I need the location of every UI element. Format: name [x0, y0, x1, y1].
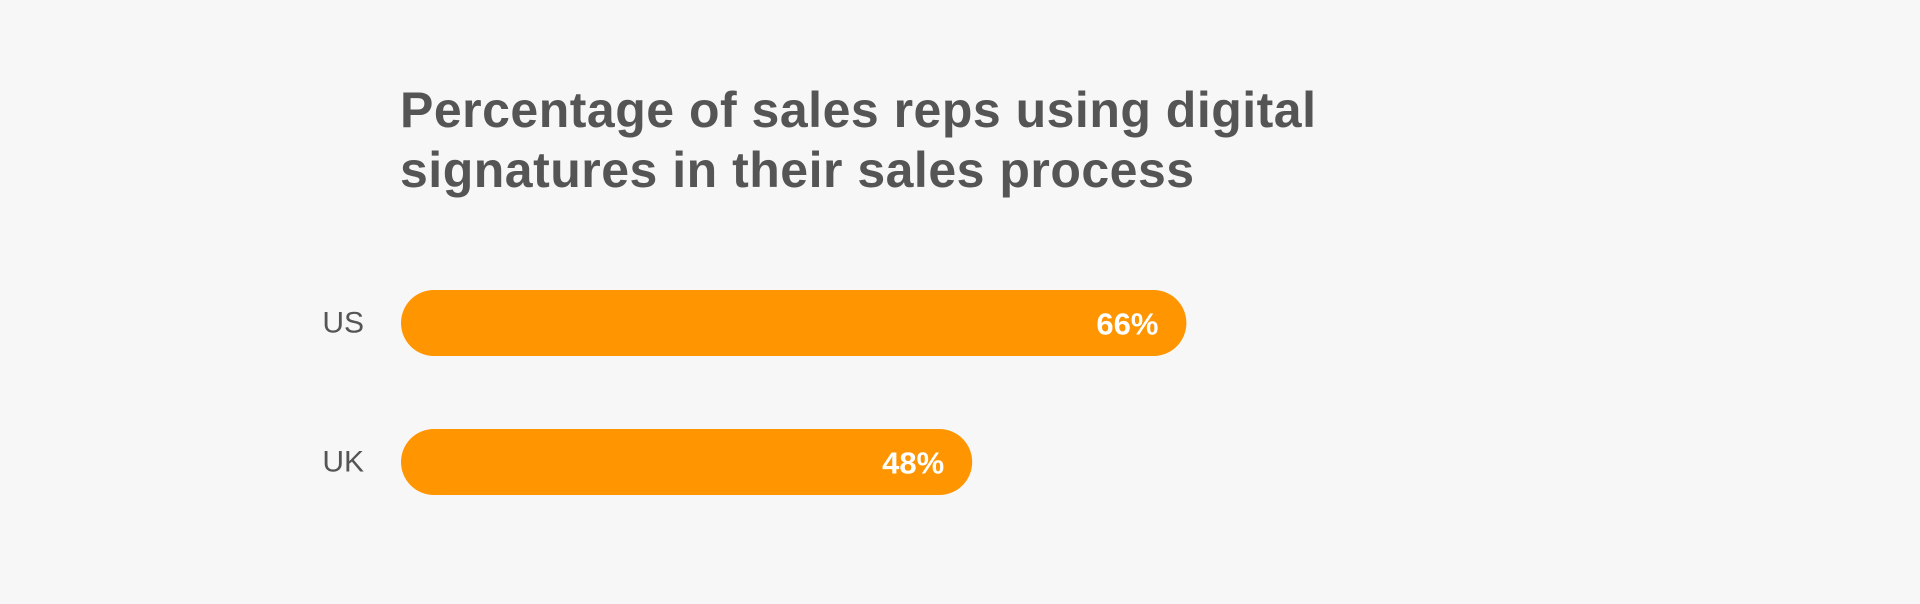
- value-label: 66%: [1096, 307, 1158, 342]
- bar: [401, 290, 1187, 356]
- category-label: US: [322, 307, 364, 340]
- bar: [401, 429, 973, 495]
- value-label: 48%: [882, 446, 944, 481]
- chart-title: Percentage of sales reps using digital s…: [400, 82, 1317, 198]
- category-label: UK: [322, 446, 364, 479]
